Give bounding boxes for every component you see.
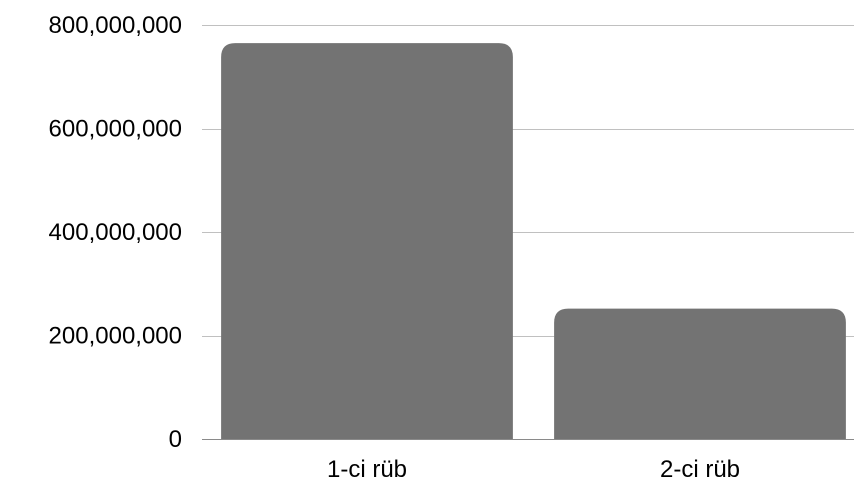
y-tick-label: 800,000,000 [49, 12, 182, 39]
bars [221, 43, 846, 440]
y-axis-tick-labels: 0 200,000,000 400,000,000 600,000,000 800,00… [49, 12, 182, 453]
y-tick-label: 400,000,000 [49, 219, 182, 246]
x-category-label: 2-ci rüb [660, 456, 740, 483]
bar-2 [554, 308, 846, 439]
y-tick-label: 0 [169, 426, 182, 453]
bar-1 [221, 43, 513, 440]
y-tick-label: 600,000,000 [49, 116, 182, 143]
x-category-label: 1-ci rüb [327, 456, 407, 483]
x-axis-category-labels: 1-ci rüb 2-ci rüb [327, 456, 740, 483]
y-tick-label: 200,000,000 [49, 323, 182, 350]
